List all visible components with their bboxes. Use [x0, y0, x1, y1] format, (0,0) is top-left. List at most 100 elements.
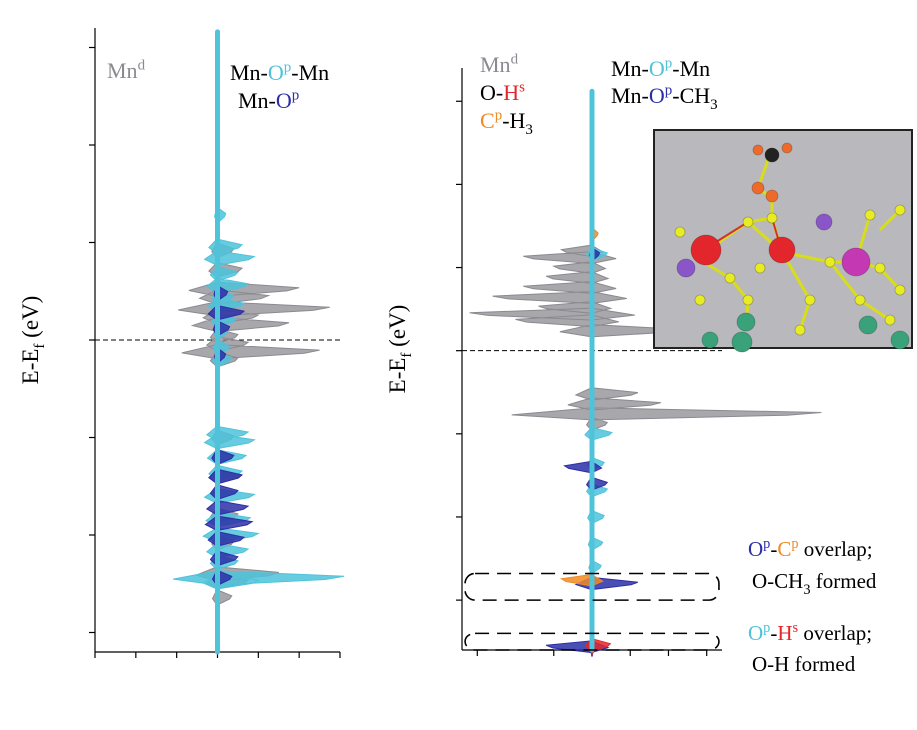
- atom: [754, 262, 766, 274]
- legend-entry-part: s: [519, 80, 525, 96]
- legend-entry-part: Mn-: [230, 60, 268, 85]
- atom: [765, 189, 779, 203]
- legend-entry-part: p: [665, 56, 673, 72]
- legend-entry-part: p: [292, 88, 300, 104]
- y-axis-label: E-Ef (eV): [385, 305, 415, 394]
- annotation-text: O-H formed: [752, 652, 856, 676]
- annotation-text-part: overlap;: [799, 537, 873, 561]
- legend-entry-part: Mn-: [611, 56, 649, 81]
- legend-entry-part: -Mn: [291, 60, 329, 85]
- legend-entry: Mn-Op-Mn: [230, 60, 329, 85]
- atom: [781, 142, 793, 154]
- legend-entry: Mn-Op: [238, 88, 299, 113]
- bond: [798, 299, 812, 331]
- bond: [828, 261, 862, 301]
- y-axis-label: E-Ef (eV): [18, 296, 48, 385]
- atom: [864, 209, 876, 221]
- legend-entry-part: d: [138, 58, 146, 74]
- legend-entry-part: O: [268, 60, 284, 85]
- atom: [736, 312, 756, 332]
- y-axis-label-part: (eV): [18, 296, 43, 344]
- highlight-box: [464, 572, 720, 601]
- atom: [854, 294, 866, 306]
- annotation-text-part: formed: [811, 569, 877, 593]
- annotation-text-part: -: [770, 537, 777, 561]
- legend-entry-part: Mn-: [238, 88, 276, 113]
- annotation-text: Op-Cp overlap;: [748, 536, 873, 561]
- atom: [742, 294, 754, 306]
- series-area-0: [178, 238, 330, 610]
- y-axis-label-part: (eV): [385, 305, 410, 353]
- annotation-text: Op-Hs overlap;: [748, 620, 872, 645]
- y-axis-label-part: E-E: [18, 349, 43, 385]
- legend-entry-part: -H: [502, 108, 525, 133]
- legend-entry-part: O: [649, 83, 665, 108]
- atom: [824, 256, 836, 268]
- annotation-text-part: p: [763, 620, 770, 636]
- atom: [894, 284, 906, 296]
- y-axis-label-part: f: [32, 344, 48, 349]
- y-axis-label-part: f: [399, 353, 415, 358]
- legend-entry-part: O: [649, 56, 665, 81]
- atom: [764, 147, 780, 163]
- annotation-text-part: p: [791, 536, 798, 552]
- panel-b: E-Ef (eV)MndO-HsCp-H3Mn-Op-MnMn-Op-CH3Op…: [385, 52, 913, 676]
- annotation-text-part: -: [770, 621, 777, 645]
- atom: [841, 247, 871, 277]
- atom: [731, 331, 753, 353]
- legend-entry-part: p: [284, 60, 292, 76]
- atom: [751, 181, 765, 195]
- annotation-text-part: O: [748, 621, 763, 645]
- legend-entry: Cp-H3: [480, 108, 533, 139]
- legend-entry-part: H: [503, 80, 519, 105]
- annotation-text-part: s: [793, 620, 799, 636]
- legend-entry-part: O-: [480, 80, 503, 105]
- legend-entry: Mnd: [480, 52, 519, 77]
- atom: [804, 294, 816, 306]
- legend-entry-part: -CH: [672, 83, 710, 108]
- annotation-text-part: 3: [803, 582, 810, 598]
- atom: [815, 213, 833, 231]
- legend-entry: O-Hs: [480, 80, 525, 105]
- bond: [859, 298, 891, 322]
- atom: [768, 236, 796, 264]
- atom: [701, 331, 719, 349]
- atom: [794, 324, 806, 336]
- annotation-text-part: overlap;: [798, 621, 872, 645]
- legend-entry: Mn-Op-Mn: [611, 56, 710, 81]
- legend-entry: Mn-Op-CH3: [611, 83, 718, 114]
- legend-entry-part: C: [480, 108, 495, 133]
- atom: [884, 314, 896, 326]
- legend-entry-part: p: [495, 108, 503, 124]
- series-area-1: [173, 203, 345, 594]
- annotation-text-part: O-CH: [752, 569, 803, 593]
- legend-entry-part: Mn: [480, 52, 511, 77]
- annotation-text-part: p: [763, 536, 770, 552]
- annotation-text-part: O-H formed: [752, 652, 856, 676]
- legend-entry-part: 3: [710, 97, 718, 113]
- legend-entry-part: -Mn: [672, 56, 710, 81]
- legend-entry-part: Mn: [107, 58, 138, 83]
- atom: [752, 144, 764, 156]
- y-axis-label-part: E-E: [385, 358, 410, 394]
- atom: [724, 272, 736, 284]
- atom: [742, 216, 754, 228]
- legend-entry-part: Mn-: [611, 83, 649, 108]
- highlight-box: [464, 632, 720, 651]
- annotation-text-part: H: [777, 621, 792, 645]
- atom: [874, 262, 886, 274]
- atom: [676, 258, 696, 278]
- atom: [890, 330, 910, 350]
- annotation-text-part: O: [748, 537, 763, 561]
- atom: [894, 204, 906, 216]
- legend-entry-part: d: [511, 52, 519, 68]
- atom: [694, 294, 706, 306]
- atom: [674, 226, 686, 238]
- inset-structure: [653, 129, 913, 353]
- atom: [858, 315, 878, 335]
- annotation-text-part: C: [777, 537, 791, 561]
- legend-entry-part: O: [276, 88, 292, 113]
- legend-entry-part: 3: [525, 122, 533, 138]
